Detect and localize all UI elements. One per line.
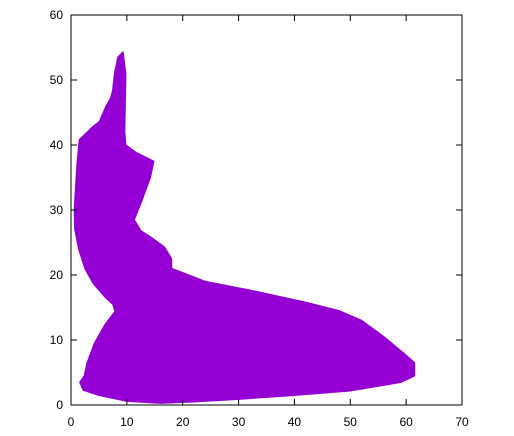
x-tick-label: 40 bbox=[288, 415, 302, 429]
x-tick-label: 20 bbox=[176, 415, 190, 429]
y-tick-label: 0 bbox=[56, 398, 63, 412]
x-tick-label: 50 bbox=[344, 415, 358, 429]
x-tick-label: 60 bbox=[399, 415, 413, 429]
x-axis: 0 10 20 30 40 50 60 70 bbox=[68, 15, 469, 429]
series-layer bbox=[73, 51, 416, 404]
y-axis: 0 10 20 30 40 50 60 bbox=[50, 8, 462, 412]
y-tick-label: 30 bbox=[50, 203, 64, 217]
y-tick-label: 10 bbox=[50, 333, 64, 347]
y-tick-label: 40 bbox=[50, 138, 64, 152]
x-tick-label: 10 bbox=[120, 415, 134, 429]
x-tick-label: 0 bbox=[68, 415, 75, 429]
x-tick-label: 30 bbox=[232, 415, 246, 429]
y-tick-label: 20 bbox=[50, 268, 64, 282]
series-area-0 bbox=[73, 51, 416, 404]
y-tick-label: 60 bbox=[50, 8, 64, 22]
y-tick-label: 50 bbox=[50, 73, 64, 87]
x-tick-label: 70 bbox=[455, 415, 469, 429]
